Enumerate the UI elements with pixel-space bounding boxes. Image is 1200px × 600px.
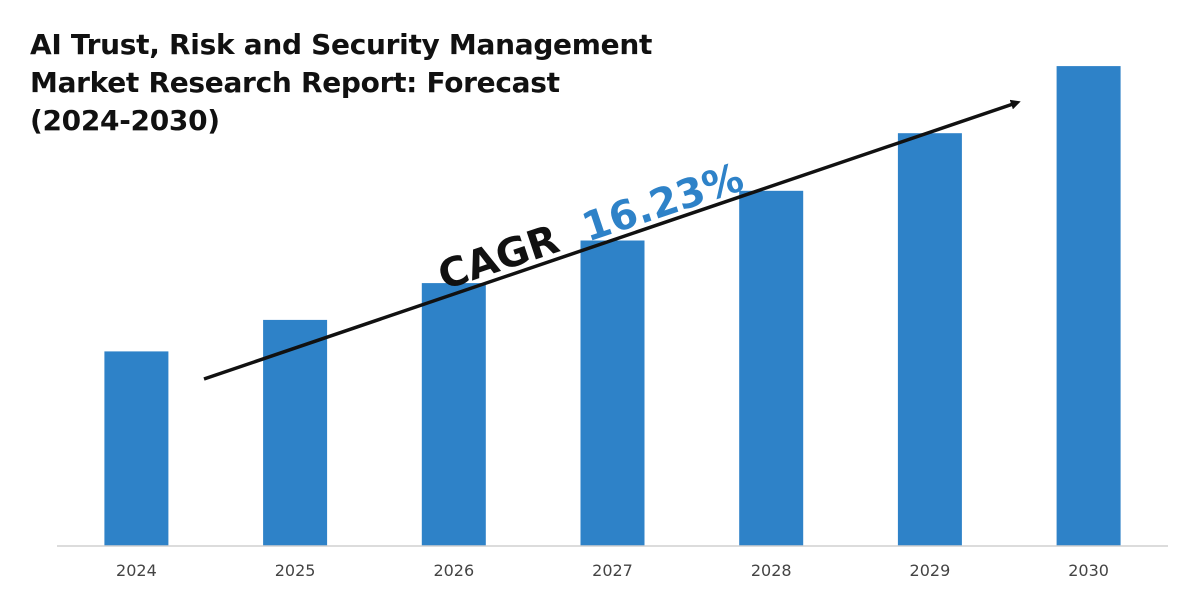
bar-2027 <box>580 240 645 546</box>
x-tick-label-2024: 2024 <box>116 561 157 580</box>
bars <box>104 66 1121 547</box>
x-tick-label-2025: 2025 <box>275 561 316 580</box>
x-tick-label-2027: 2027 <box>592 561 633 580</box>
cagr-trend-arrow <box>203 99 1021 381</box>
bar-2030 <box>1056 66 1121 546</box>
chart-title-line: AI Trust, Risk and Security Management <box>30 28 653 61</box>
x-tick-label-2026: 2026 <box>433 561 474 580</box>
x-tick-label-2028: 2028 <box>751 561 792 580</box>
bar-2028 <box>739 190 804 547</box>
chart-title: AI Trust, Risk and Security Management M… <box>30 26 652 140</box>
bar-2025 <box>263 319 328 546</box>
x-tick-label-2029: 2029 <box>910 561 951 580</box>
bar-2024 <box>104 351 169 546</box>
x-axis-tick-labels: 2024 2025 2026 2027 2028 2029 2030 <box>116 561 1109 580</box>
chart-title-line: (2024-2030) <box>30 104 220 137</box>
cagr-value: 16.23% <box>577 155 750 251</box>
chart-title-line: Market Research Report: Forecast <box>30 66 560 99</box>
bar-2026 <box>421 283 486 546</box>
bar-2029 <box>897 133 962 546</box>
cagr-label: CAGR <box>433 217 565 300</box>
x-tick-label-2030: 2030 <box>1068 561 1109 580</box>
